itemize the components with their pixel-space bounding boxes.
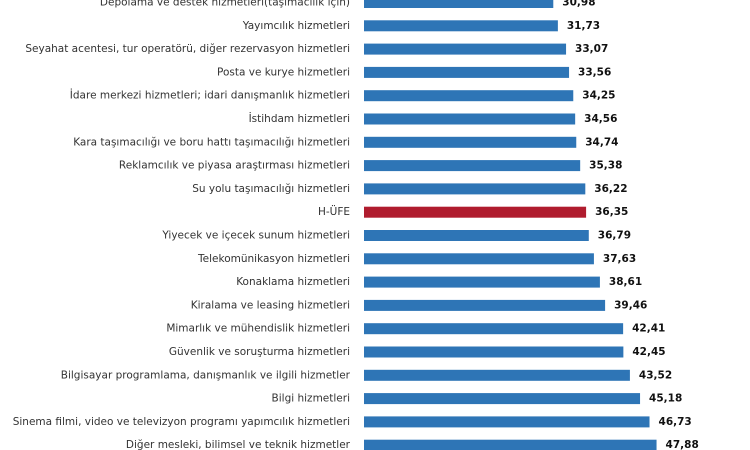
category-label: Depolama ve destek hizmetleri(taşımacılı… bbox=[100, 0, 350, 9]
value-label: 34,56 bbox=[584, 113, 617, 125]
value-label: 38,61 bbox=[609, 276, 642, 288]
category-label: Yayımcılık hizmetleri bbox=[242, 20, 350, 32]
value-label: 36,79 bbox=[598, 230, 631, 242]
category-label: H-ÜFE bbox=[318, 205, 350, 218]
bar bbox=[364, 276, 600, 288]
bar bbox=[364, 113, 576, 125]
category-label: Reklamcılık ve piyasa araştırması hizmet… bbox=[119, 160, 350, 172]
bar bbox=[364, 346, 624, 358]
value-label: 31,73 bbox=[567, 20, 600, 32]
category-label: Seyahat acentesi, tur operatörü, diğer r… bbox=[25, 43, 350, 55]
category-label: Posta ve kurye hizmetleri bbox=[217, 66, 350, 78]
value-label: 43,52 bbox=[639, 369, 672, 381]
category-label: Bilgi hizmetleri bbox=[272, 393, 350, 405]
value-label: 34,25 bbox=[582, 90, 615, 102]
value-label: 37,63 bbox=[603, 253, 636, 265]
category-label: Kara taşımacılığı ve boru hattı taşımacı… bbox=[73, 136, 350, 148]
bar bbox=[364, 369, 630, 381]
category-label: Su yolu taşımacılığı hizmetleri bbox=[192, 183, 350, 195]
bar bbox=[364, 253, 594, 265]
value-label: 42,41 bbox=[632, 323, 665, 335]
bar bbox=[364, 160, 581, 172]
bar bbox=[364, 0, 554, 8]
value-label: 42,45 bbox=[632, 346, 665, 358]
value-label: 46,73 bbox=[659, 416, 692, 428]
value-label: 33,56 bbox=[578, 66, 611, 78]
category-label: İstihdam hizmetleri bbox=[249, 112, 350, 125]
category-label: Bilgisayar programlama, danışmanlık ve i… bbox=[61, 369, 351, 381]
category-label: Diğer mesleki, bilimsel ve teknik hizmet… bbox=[126, 439, 351, 450]
bar bbox=[364, 439, 657, 450]
bar bbox=[364, 20, 558, 32]
bar bbox=[364, 90, 574, 102]
bar bbox=[364, 299, 606, 311]
category-label: İdare merkezi hizmetleri; idari danışman… bbox=[70, 89, 350, 102]
bar bbox=[364, 136, 577, 148]
category-label: Konaklama hizmetleri bbox=[236, 276, 350, 288]
category-label: Mimarlık ve mühendislik hizmetleri bbox=[166, 323, 350, 335]
value-label: 30,98 bbox=[562, 0, 595, 9]
bar-highlight bbox=[364, 206, 587, 218]
bar bbox=[364, 183, 586, 195]
bar bbox=[364, 323, 624, 335]
category-label: Telekomünikasyon hizmetleri bbox=[197, 253, 350, 265]
value-label: 45,18 bbox=[649, 393, 682, 405]
category-label: Yiyecek ve içecek sunum hizmetleri bbox=[161, 230, 350, 242]
category-label: Kiralama ve leasing hizmetleri bbox=[191, 299, 350, 311]
value-label: 47,88 bbox=[666, 439, 699, 450]
bar bbox=[364, 43, 567, 55]
value-label: 39,46 bbox=[614, 299, 647, 311]
category-label: Güvenlik ve soruşturma hizmetleri bbox=[169, 346, 350, 358]
bar bbox=[364, 230, 589, 241]
value-label: 33,07 bbox=[575, 43, 608, 55]
bar bbox=[364, 66, 570, 78]
category-label: Sinema filmi, video ve televizyon progra… bbox=[13, 416, 350, 428]
bar bbox=[364, 393, 641, 405]
value-label: 36,22 bbox=[594, 183, 627, 195]
value-label: 35,38 bbox=[589, 160, 622, 172]
value-label: 36,35 bbox=[595, 206, 628, 218]
value-label: 34,74 bbox=[585, 136, 618, 148]
bar bbox=[364, 416, 650, 428]
